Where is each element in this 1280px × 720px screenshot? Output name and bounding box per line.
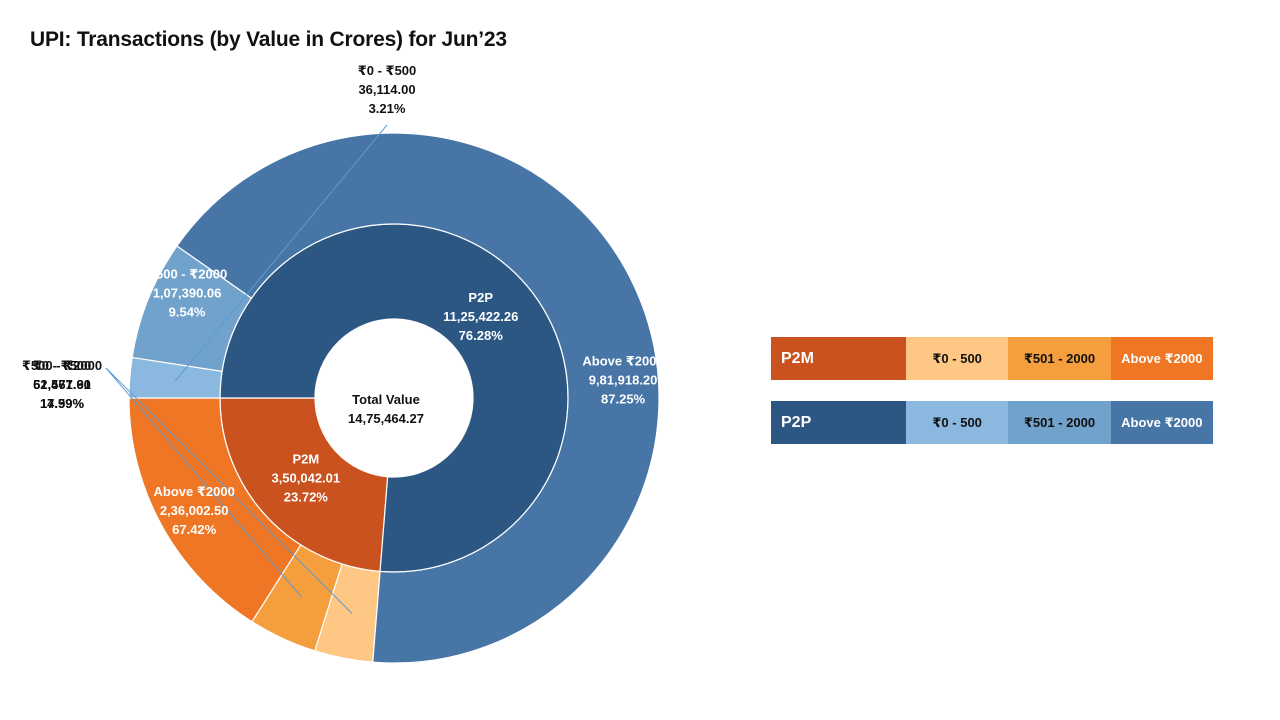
sunburst-chart: P2M 3,50,042.01 23.72% P2P 11,25,422.26 76.28… [21,63,664,664]
legend-p2p-cell-501-2000: ₹501 - 2000 [1008,401,1111,444]
legend-p2m-cell-above-2000: Above ₹2000 [1110,337,1213,380]
legend-p2m-head: P2M [771,337,906,380]
legend-p2p-head: P2P [771,401,906,444]
inner-label-p2m: P2M 3,50,042.01 23.72% [271,451,340,504]
legend-p2p-cell-0-500: ₹0 - 500 [906,401,1009,444]
legend-row-p2m: P2M ₹0 - 500 ₹501 - 2000 Above ₹2000 [771,337,1213,380]
outer-label-p2m-500-2000-leader [105,367,302,598]
leader-lines [105,124,388,614]
outer-label-p2m-above-2000: Above ₹2000 2,36,002.50 67.42% [154,484,235,537]
legend-p2p-cell-above-2000: Above ₹2000 [1110,401,1213,444]
center-label-title: Total Value [352,392,420,407]
outer-label-p2m-0-500: ₹0 - ₹500 52,471.90 14.99% [33,358,92,411]
center-label: Total Value 14,75,464.27 [348,392,424,426]
center-label-value: 14,75,464.27 [348,411,424,426]
outer-label-p2m-0-500-leader [105,367,353,614]
center-hole [315,319,473,477]
outer-label-p2p-500-2000: ₹500 - ₹2000 1,07,390.06 9.54% [147,267,227,320]
outer-label-p2p-0-500: ₹0 - ₹500 36,114.00 3.21% [358,63,417,116]
outer-label-p2m-500-2000: ₹500 - ₹2000 61,567.61 17.59% [22,358,102,411]
outer-label-p2p-above-2000: Above ₹2000 9,81,918.20 87.25% [582,353,663,406]
chart-title: UPI: Transactions (by Value in Crores) f… [30,28,507,51]
data-labels: P2M 3,50,042.01 23.72% P2P 11,25,422.26 76.28… [22,63,664,537]
inner-label-p2p: P2P 11,25,422.26 76.28% [443,290,518,343]
outer-slice-p2p-above-2000 [176,132,660,664]
legend-row-p2p: P2P ₹0 - 500 ₹501 - 2000 Above ₹2000 [771,401,1213,444]
legend-p2m-cell-501-2000: ₹501 - 2000 [1008,337,1111,380]
legend-p2m-cell-0-500: ₹0 - 500 [906,337,1009,380]
outer-label-p2p-0-500-leader [174,124,388,382]
outer-ring [128,132,660,664]
